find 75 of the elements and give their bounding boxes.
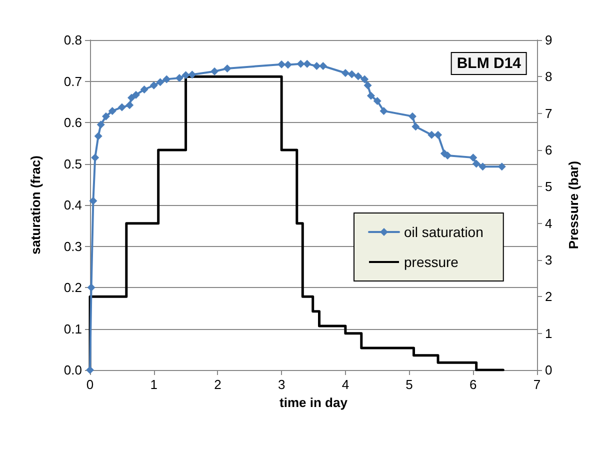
point bbox=[478, 162, 487, 171]
point bbox=[312, 62, 321, 70]
point bbox=[373, 97, 382, 106]
point bbox=[354, 72, 362, 80]
point bbox=[434, 130, 442, 139]
y-axis-title: saturation (frac) bbox=[28, 156, 43, 254]
point bbox=[118, 103, 126, 112]
point bbox=[319, 62, 328, 70]
point bbox=[210, 67, 219, 76]
legend-label: oil saturation bbox=[404, 224, 484, 240]
y2-tick-label: 4 bbox=[545, 216, 552, 231]
y-tick-label: 0.1 bbox=[64, 321, 82, 336]
point bbox=[408, 112, 416, 120]
point bbox=[428, 130, 436, 139]
y-tick-label: 0.7 bbox=[64, 74, 82, 89]
point bbox=[498, 162, 506, 171]
point bbox=[303, 60, 312, 68]
y-tick-label: 0.8 bbox=[64, 32, 82, 48]
point bbox=[296, 60, 305, 68]
x-tick-label: 4 bbox=[342, 377, 350, 392]
y-tick-label: 0.5 bbox=[64, 156, 82, 172]
point bbox=[412, 122, 420, 131]
x-tick-label: 7 bbox=[533, 377, 541, 392]
y2-tick-label: 0 bbox=[545, 362, 552, 378]
point bbox=[175, 74, 184, 82]
x-tick-label: 2 bbox=[214, 377, 222, 392]
point bbox=[223, 64, 232, 72]
x-tick-label: 1 bbox=[150, 377, 158, 392]
point bbox=[102, 112, 110, 120]
point bbox=[278, 60, 286, 68]
point bbox=[366, 92, 375, 100]
point bbox=[469, 154, 478, 162]
y-tick-label: 0.2 bbox=[64, 280, 82, 295]
point bbox=[380, 106, 388, 115]
y2-tick-label: 7 bbox=[545, 106, 552, 121]
point bbox=[96, 120, 105, 129]
x-tick-label: 5 bbox=[406, 377, 413, 392]
point bbox=[364, 81, 372, 90]
point bbox=[472, 160, 480, 168]
point bbox=[108, 106, 116, 115]
y2-tick-label: 6 bbox=[545, 142, 552, 158]
y-tick-label: 0.3 bbox=[64, 238, 82, 254]
point bbox=[150, 81, 158, 90]
point bbox=[162, 75, 171, 84]
text: BLM D14 bbox=[456, 55, 522, 72]
point bbox=[348, 70, 356, 78]
y-tick-label: 0.0 bbox=[64, 362, 82, 378]
point bbox=[156, 78, 164, 86]
y-tick-label: 0.6 bbox=[64, 115, 82, 130]
point bbox=[341, 69, 350, 77]
point bbox=[94, 132, 102, 140]
y2-tick-label: 5 bbox=[545, 179, 552, 194]
x-tick-label: 6 bbox=[470, 377, 477, 392]
point bbox=[128, 94, 136, 102]
x-tick-label: 3 bbox=[278, 377, 286, 392]
point bbox=[360, 75, 369, 84]
y2-tick-label: 1 bbox=[545, 326, 552, 341]
y2-tick-label: 8 bbox=[545, 69, 552, 84]
point bbox=[284, 60, 292, 69]
y2-tick-label: 3 bbox=[545, 252, 552, 268]
point bbox=[89, 196, 98, 205]
y-tick-label: 0.4 bbox=[64, 198, 82, 212]
y2-axis-title: Pressure (bar) bbox=[566, 160, 581, 250]
point bbox=[188, 70, 196, 79]
point bbox=[182, 71, 190, 80]
point bbox=[126, 101, 134, 110]
y2-tick-label: 9 bbox=[545, 32, 552, 48]
point bbox=[91, 154, 100, 162]
y2-tick-label: 2 bbox=[545, 289, 552, 304]
point bbox=[87, 284, 96, 292]
point bbox=[140, 86, 148, 94]
x-tick-label: 0 bbox=[86, 377, 94, 392]
x-axis-title: time in day bbox=[280, 395, 348, 410]
point bbox=[132, 90, 140, 99]
legend-label: pressure bbox=[404, 254, 459, 270]
